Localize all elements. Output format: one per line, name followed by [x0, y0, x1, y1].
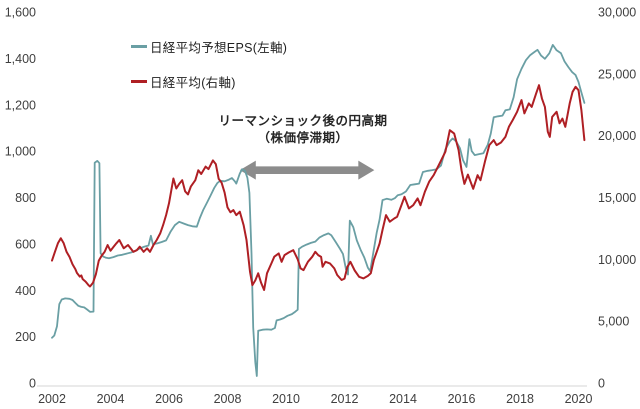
legend-item-eps: 日経平均予想EPS(左軸)	[131, 39, 288, 55]
nikkei-legend-marker-icon	[131, 80, 147, 83]
eps-legend-marker-icon	[131, 45, 147, 48]
x-axis-tick-label: 2008	[214, 392, 242, 406]
stagnation-double-arrow-icon	[239, 160, 375, 180]
right-axis-tick-label: 0	[598, 377, 605, 391]
annotation-line2: （株価停滞期）	[257, 130, 349, 145]
left-axis-tick-label: 1,200	[5, 98, 36, 112]
left-axis-tick-label: 400	[15, 284, 36, 298]
legend-item-nikkei: 日経平均(右軸)	[131, 74, 287, 90]
left-axis-tick-label: 800	[15, 191, 36, 205]
x-axis-tick-label: 2018	[506, 392, 534, 406]
right-axis-tick-label: 30,000	[598, 6, 636, 20]
nikkei-line	[51, 84, 586, 291]
x-axis-tick-label: 2004	[97, 392, 125, 406]
left-axis-tick-label: 1,400	[5, 52, 36, 66]
x-axis-tick-label: 2020	[565, 392, 593, 406]
x-axis-tick-label: 2016	[448, 392, 476, 406]
left-axis-tick-label: 1,000	[5, 145, 36, 159]
eps-line	[51, 44, 586, 377]
left-axis-tick-label: 600	[15, 237, 36, 251]
x-axis-tick-label: 2012	[331, 392, 359, 406]
x-axis-tick-label: 2014	[389, 392, 417, 406]
stagnation-period-annotation: リーマンショック後の円高期 （株価停滞期）	[200, 113, 406, 146]
chart-legend: 日経平均予想EPS(左軸) 日経平均(右軸)	[131, 39, 287, 109]
left-axis-tick-label: 1,600	[5, 6, 36, 20]
x-axis-tick-label: 2002	[38, 392, 66, 406]
right-axis-tick-label: 10,000	[598, 253, 636, 267]
left-axis-tick-label: 0	[29, 377, 36, 391]
right-axis-tick-label: 25,000	[598, 67, 636, 81]
eps-legend-label: 日経平均予想EPS(左軸)	[150, 41, 288, 55]
nikkei-legend-label: 日経平均(右軸)	[150, 76, 236, 90]
x-axis-tick-label: 2010	[272, 392, 300, 406]
annotation-line1: リーマンショック後の円高期	[218, 114, 388, 128]
right-axis-tick-label: 15,000	[598, 191, 636, 205]
right-axis-tick-label: 5,000	[598, 315, 629, 329]
left-axis-tick-label: 200	[15, 330, 36, 344]
x-axis-tick-label: 2006	[155, 392, 183, 406]
right-axis-tick-label: 20,000	[598, 129, 636, 143]
